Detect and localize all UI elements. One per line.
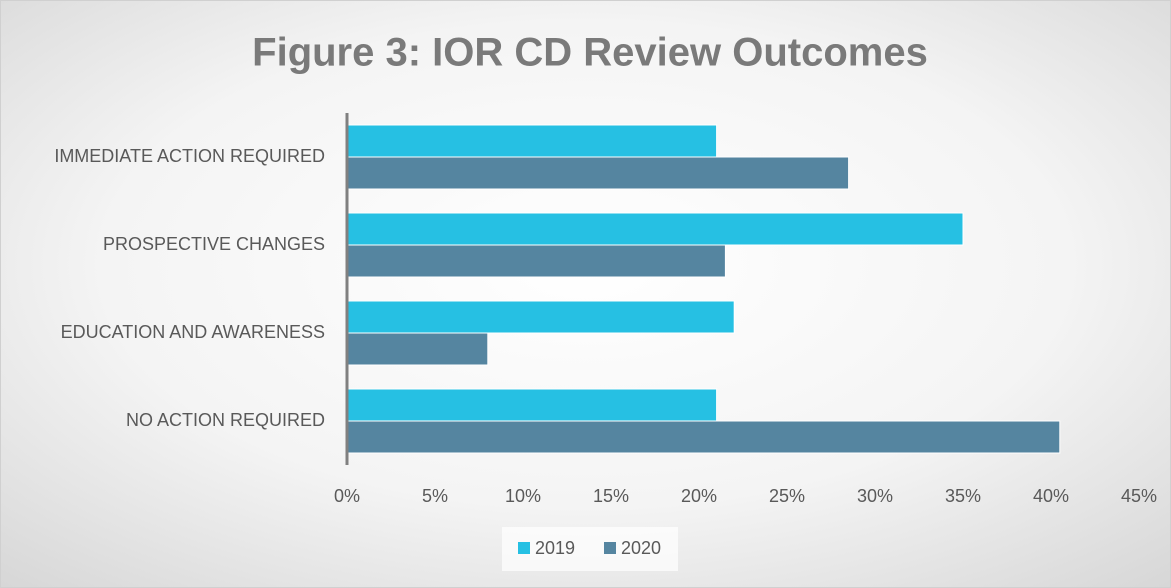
- y-tick-label: EDUCATION AND AWARENESS: [61, 322, 325, 342]
- x-tick-label: 20%: [681, 486, 717, 506]
- bar: [346, 244, 726, 278]
- bar: [346, 420, 1061, 454]
- bar: [346, 332, 489, 366]
- y-tick-label: PROSPECTIVE CHANGES: [103, 234, 325, 254]
- legend-label: 2020: [621, 538, 661, 558]
- bar: [346, 124, 718, 158]
- y-tick-label: IMMEDIATE ACTION REQUIRED: [54, 146, 325, 166]
- bar: [346, 300, 735, 334]
- x-tick-label: 35%: [945, 486, 981, 506]
- legend-box: [502, 527, 678, 571]
- bar: [346, 156, 850, 190]
- x-tick-label: 0%: [334, 486, 360, 506]
- bar: [346, 388, 718, 422]
- x-tick-label: 25%: [769, 486, 805, 506]
- legend-swatch: [604, 542, 616, 554]
- x-tick-label: 15%: [593, 486, 629, 506]
- chart-title: Figure 3: IOR CD Review Outcomes: [252, 31, 928, 75]
- x-tick-label: 45%: [1121, 486, 1157, 506]
- x-tick-label: 30%: [857, 486, 893, 506]
- x-tick-label: 5%: [422, 486, 448, 506]
- y-tick-label: NO ACTION REQUIRED: [126, 410, 325, 430]
- x-tick-label: 10%: [505, 486, 541, 506]
- x-tick-label: 40%: [1033, 486, 1069, 506]
- legend-swatch: [518, 542, 530, 554]
- bar: [346, 212, 964, 246]
- legend-label: 2019: [535, 538, 575, 558]
